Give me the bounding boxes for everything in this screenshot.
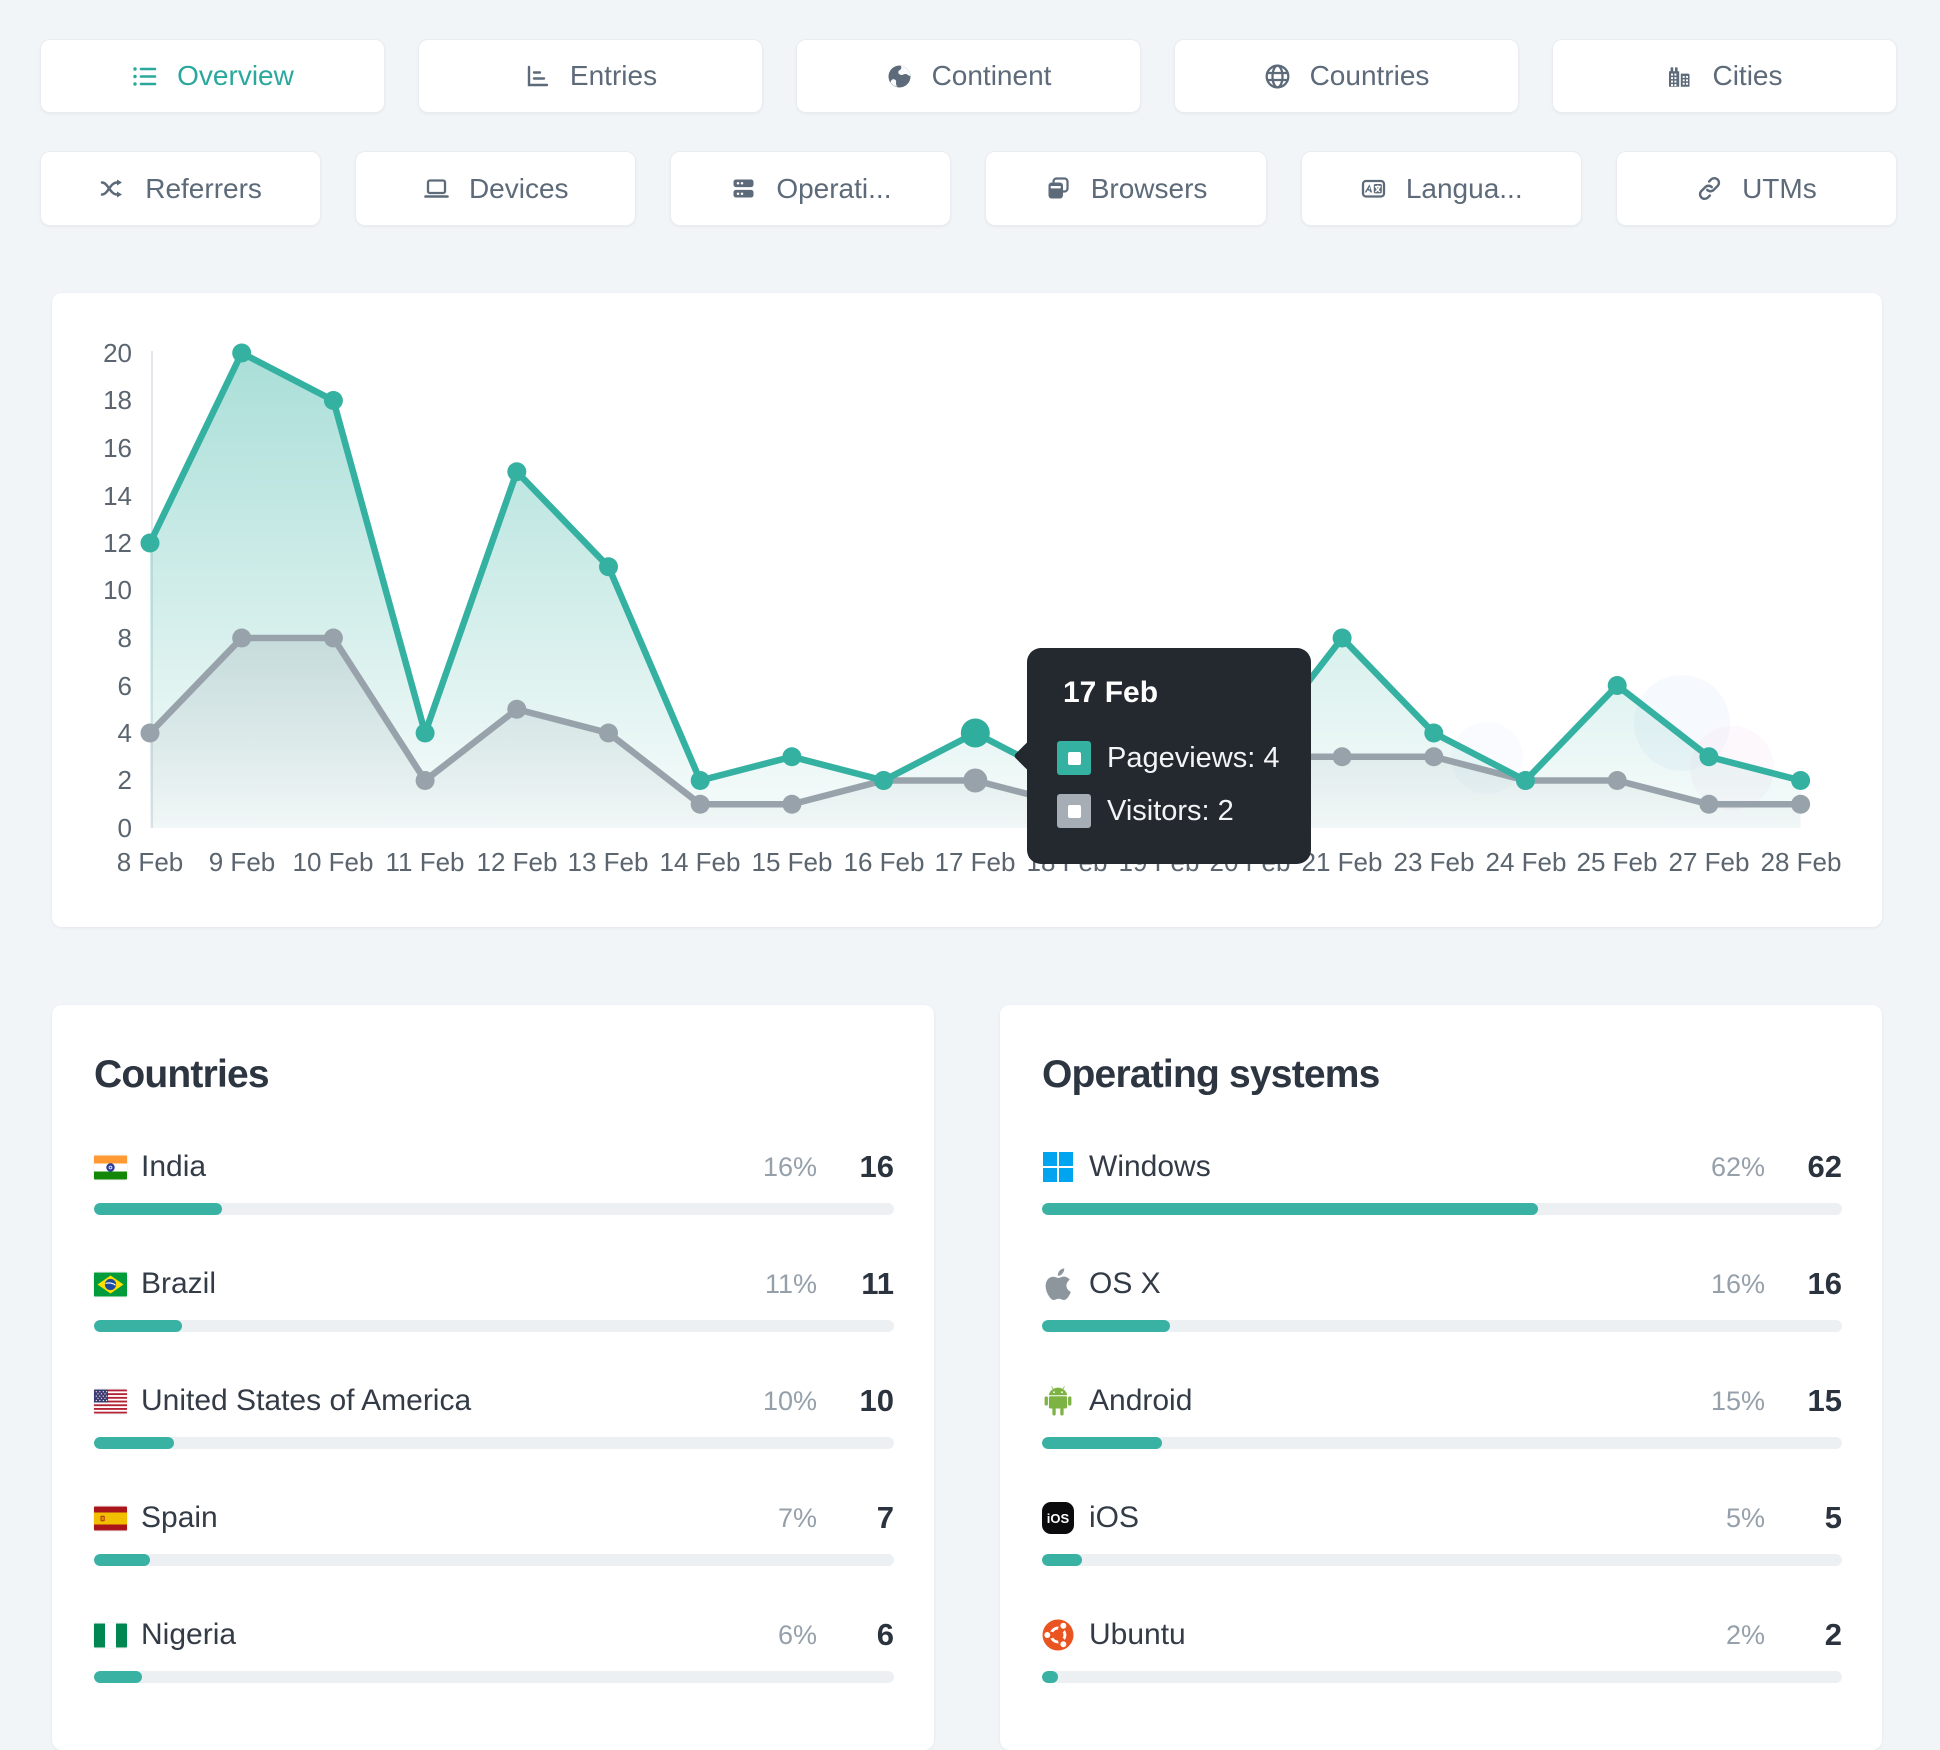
- svg-text:8 Feb: 8 Feb: [117, 847, 184, 877]
- svg-text:14 Feb: 14 Feb: [660, 847, 741, 877]
- svg-text:12: 12: [103, 528, 132, 558]
- svg-text:8: 8: [118, 623, 132, 653]
- svg-text:4: 4: [118, 718, 132, 748]
- svg-text:14: 14: [103, 481, 132, 511]
- svg-text:15 Feb: 15 Feb: [752, 847, 833, 877]
- svg-text:21 Feb: 21 Feb: [1302, 847, 1383, 877]
- svg-text:28 Feb: 28 Feb: [1761, 847, 1842, 877]
- svg-text:10: 10: [103, 575, 132, 605]
- svg-text:27 Feb: 27 Feb: [1669, 847, 1750, 877]
- svg-text:6: 6: [118, 671, 132, 701]
- svg-text:12 Feb: 12 Feb: [477, 847, 558, 877]
- svg-text:20: 20: [103, 338, 132, 368]
- svg-text:25 Feb: 25 Feb: [1577, 847, 1658, 877]
- svg-text:10 Feb: 10 Feb: [293, 847, 374, 877]
- svg-text:16 Feb: 16 Feb: [844, 847, 925, 877]
- svg-text:13 Feb: 13 Feb: [568, 847, 649, 877]
- svg-text:9 Feb: 9 Feb: [209, 847, 276, 877]
- svg-text:23 Feb: 23 Feb: [1394, 847, 1475, 877]
- svg-text:24 Feb: 24 Feb: [1486, 847, 1567, 877]
- svg-text:11 Feb: 11 Feb: [385, 847, 464, 877]
- svg-text:2: 2: [118, 765, 132, 795]
- svg-text:0: 0: [118, 813, 132, 843]
- svg-text:iOS: iOS: [1047, 1511, 1070, 1526]
- svg-text:18: 18: [103, 385, 132, 415]
- svg-text:17 Feb: 17 Feb: [935, 847, 1016, 877]
- svg-text:16: 16: [103, 433, 132, 463]
